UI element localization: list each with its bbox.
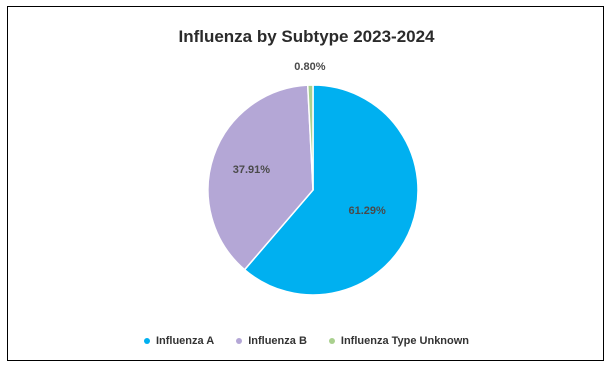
legend-swatch-influenza-b xyxy=(236,338,243,344)
legend-swatch-influenza-a xyxy=(143,338,150,344)
pie-slice-influenza-a xyxy=(243,84,419,296)
legend-label-influenza-b: Influenza B xyxy=(248,335,307,347)
chart-title: Influenza by Subtype 2023-2024 xyxy=(178,27,435,46)
legend-label-influenza-unknown: Influenza Type Unknown xyxy=(340,335,470,347)
pie-chart: 61.29% 37.91% 0.80% xyxy=(207,61,419,296)
data-label-influenza-a: 61.29% xyxy=(348,205,386,217)
legend-item-influenza-a: Influenza A xyxy=(143,335,215,347)
pie-slice-influenza-unknown xyxy=(306,84,314,191)
legend-swatch-influenza-unknown xyxy=(328,338,335,344)
legend-item-influenza-b: Influenza B xyxy=(236,335,307,347)
chart-frame: Influenza by Subtype 2023-2024 61.29% 37.… xyxy=(7,6,604,361)
legend: Influenza A Influenza B Influenza Type U… xyxy=(8,335,605,347)
legend-label-influenza-a: Influenza A xyxy=(155,335,215,347)
pie-slice-influenza-b xyxy=(207,84,314,271)
data-label-influenza-b: 37.91% xyxy=(233,164,271,176)
data-label-influenza-unknown: 0.80% xyxy=(294,61,325,73)
legend-item-influenza-unknown: Influenza Type Unknown xyxy=(328,335,470,347)
